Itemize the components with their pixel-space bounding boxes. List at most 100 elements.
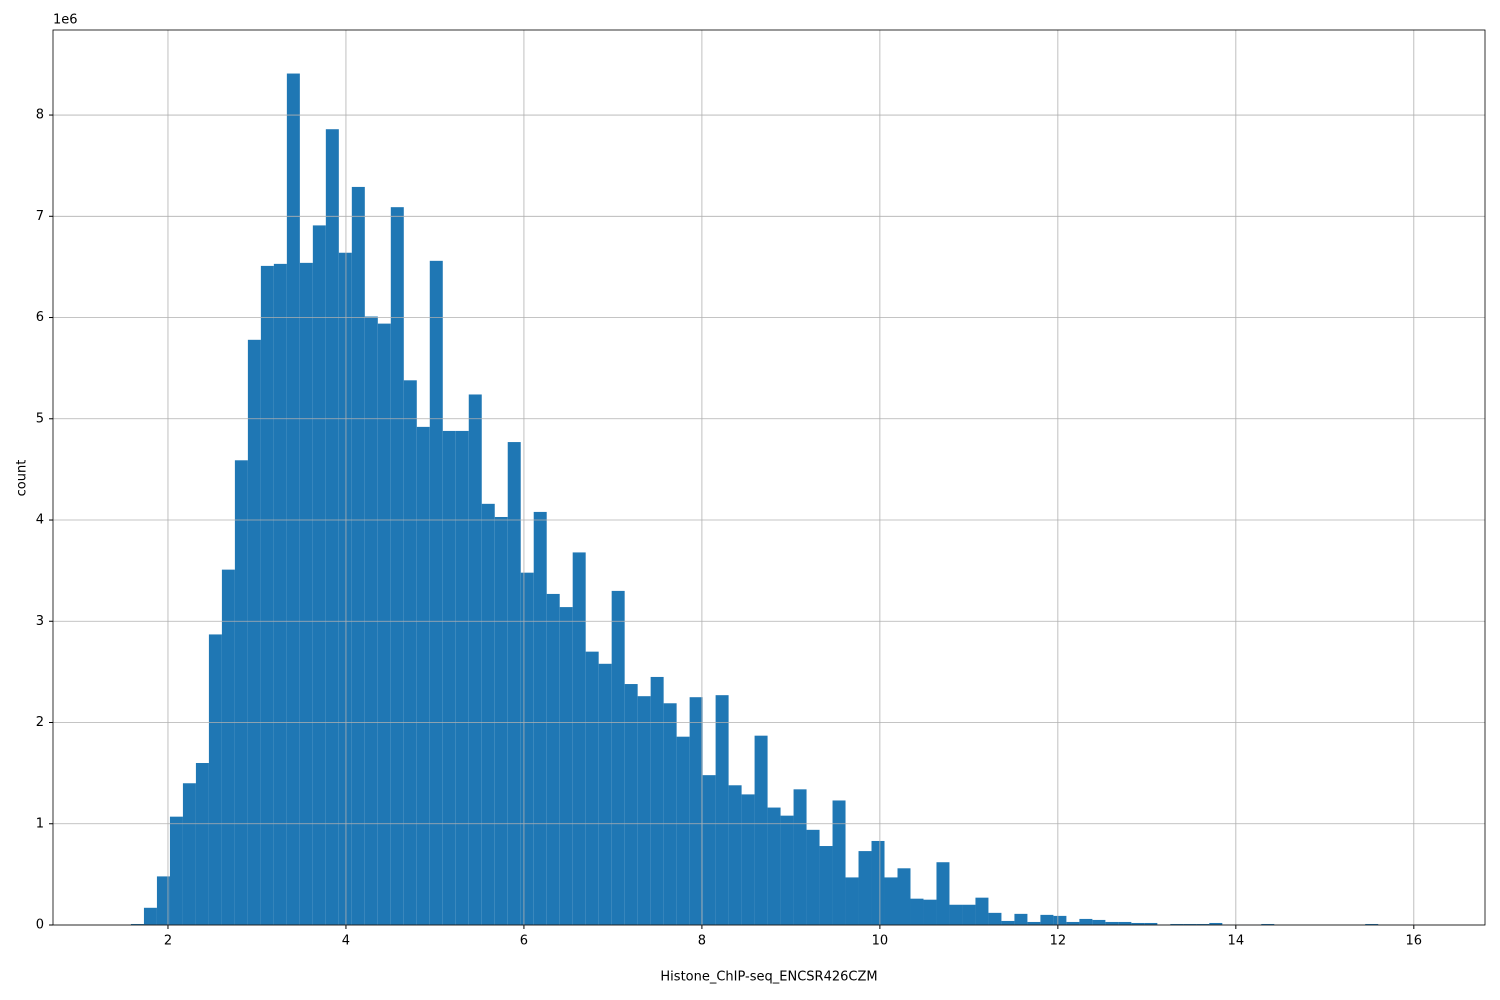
bar bbox=[1118, 921, 1132, 925]
y-tick-label: 6 bbox=[36, 310, 44, 325]
x-tick-label: 12 bbox=[1050, 934, 1067, 949]
bar bbox=[481, 503, 495, 925]
bar bbox=[1170, 923, 1184, 925]
bar bbox=[637, 696, 651, 925]
y-offset-label: 1e6 bbox=[53, 13, 78, 28]
bar bbox=[1131, 922, 1145, 925]
bar bbox=[871, 840, 885, 925]
bar bbox=[702, 775, 716, 925]
bar bbox=[741, 794, 755, 925]
bar bbox=[390, 207, 404, 925]
bar bbox=[273, 263, 287, 926]
bar bbox=[611, 590, 625, 925]
bar bbox=[624, 684, 638, 925]
bar bbox=[182, 783, 196, 925]
bar bbox=[559, 607, 573, 925]
bar bbox=[1209, 922, 1223, 925]
bar bbox=[1105, 921, 1119, 925]
bar bbox=[325, 129, 339, 925]
bar bbox=[221, 569, 235, 925]
bar bbox=[312, 225, 326, 925]
bar bbox=[208, 634, 222, 925]
x-tick-label: 6 bbox=[520, 934, 528, 949]
bar bbox=[299, 262, 313, 925]
bar bbox=[988, 912, 1002, 925]
bar bbox=[1014, 913, 1028, 925]
bar bbox=[169, 816, 183, 925]
bar bbox=[1092, 919, 1106, 925]
bar bbox=[1001, 920, 1015, 925]
bar bbox=[364, 316, 378, 925]
bar bbox=[507, 442, 521, 925]
bar bbox=[546, 593, 560, 925]
bar bbox=[572, 552, 586, 925]
bar bbox=[338, 252, 352, 926]
y-tick-label: 4 bbox=[36, 513, 44, 528]
bar bbox=[676, 736, 690, 925]
y-tick-label: 1 bbox=[36, 816, 44, 831]
x-tick-label: 14 bbox=[1228, 934, 1245, 949]
x-tick-label: 10 bbox=[872, 934, 889, 949]
bar bbox=[130, 923, 144, 925]
bar bbox=[832, 800, 846, 925]
y-tick-label: 0 bbox=[36, 918, 44, 933]
bar bbox=[1183, 923, 1197, 925]
x-axis-label: Histone_ChIP-seq_ENCSR426CZM bbox=[660, 970, 877, 985]
bar bbox=[936, 862, 950, 925]
y-tick-label: 5 bbox=[36, 411, 44, 426]
y-tick-label: 8 bbox=[36, 108, 44, 123]
y-axis-label: count bbox=[15, 460, 30, 497]
bar bbox=[793, 789, 807, 925]
plot-frame bbox=[52, 29, 1486, 926]
bar bbox=[468, 394, 482, 926]
x-tick-label: 4 bbox=[342, 934, 350, 949]
bar bbox=[429, 260, 443, 925]
bar bbox=[884, 877, 898, 925]
bar bbox=[1053, 915, 1067, 925]
bar bbox=[949, 904, 963, 925]
y-tick-label: 2 bbox=[36, 715, 44, 730]
bar bbox=[1144, 922, 1158, 925]
y-tick-label: 3 bbox=[36, 614, 44, 629]
bar bbox=[455, 430, 469, 925]
bar bbox=[715, 695, 729, 925]
bar bbox=[767, 807, 781, 925]
bar bbox=[351, 186, 365, 926]
bar bbox=[975, 897, 989, 925]
bar bbox=[247, 339, 261, 925]
bar bbox=[1079, 918, 1093, 925]
bar bbox=[780, 815, 794, 925]
x-tick-label: 2 bbox=[164, 934, 172, 949]
bar bbox=[910, 898, 924, 925]
bar bbox=[598, 663, 612, 925]
bar bbox=[494, 516, 508, 925]
x-tick-label: 8 bbox=[698, 934, 706, 949]
bar bbox=[520, 572, 534, 925]
bar bbox=[195, 763, 209, 925]
bar bbox=[286, 73, 300, 926]
bar bbox=[1027, 921, 1041, 925]
bar bbox=[260, 265, 274, 926]
bar bbox=[585, 651, 599, 925]
bar bbox=[234, 460, 248, 925]
bar bbox=[1040, 914, 1054, 925]
bar bbox=[650, 676, 664, 925]
bar bbox=[806, 829, 820, 925]
bar bbox=[962, 904, 976, 925]
bar bbox=[533, 511, 547, 925]
bar bbox=[845, 877, 859, 925]
bar bbox=[416, 426, 430, 925]
bar bbox=[1066, 921, 1080, 925]
x-tick-label: 16 bbox=[1406, 934, 1423, 949]
bar bbox=[377, 323, 391, 925]
bar bbox=[1365, 923, 1379, 925]
y-tick-label: 7 bbox=[36, 209, 44, 224]
bar bbox=[858, 851, 872, 925]
bar bbox=[728, 785, 742, 925]
bar bbox=[897, 868, 911, 925]
bar bbox=[1196, 923, 1210, 925]
bar bbox=[1261, 923, 1275, 925]
bar bbox=[923, 899, 937, 925]
bar bbox=[754, 735, 768, 925]
